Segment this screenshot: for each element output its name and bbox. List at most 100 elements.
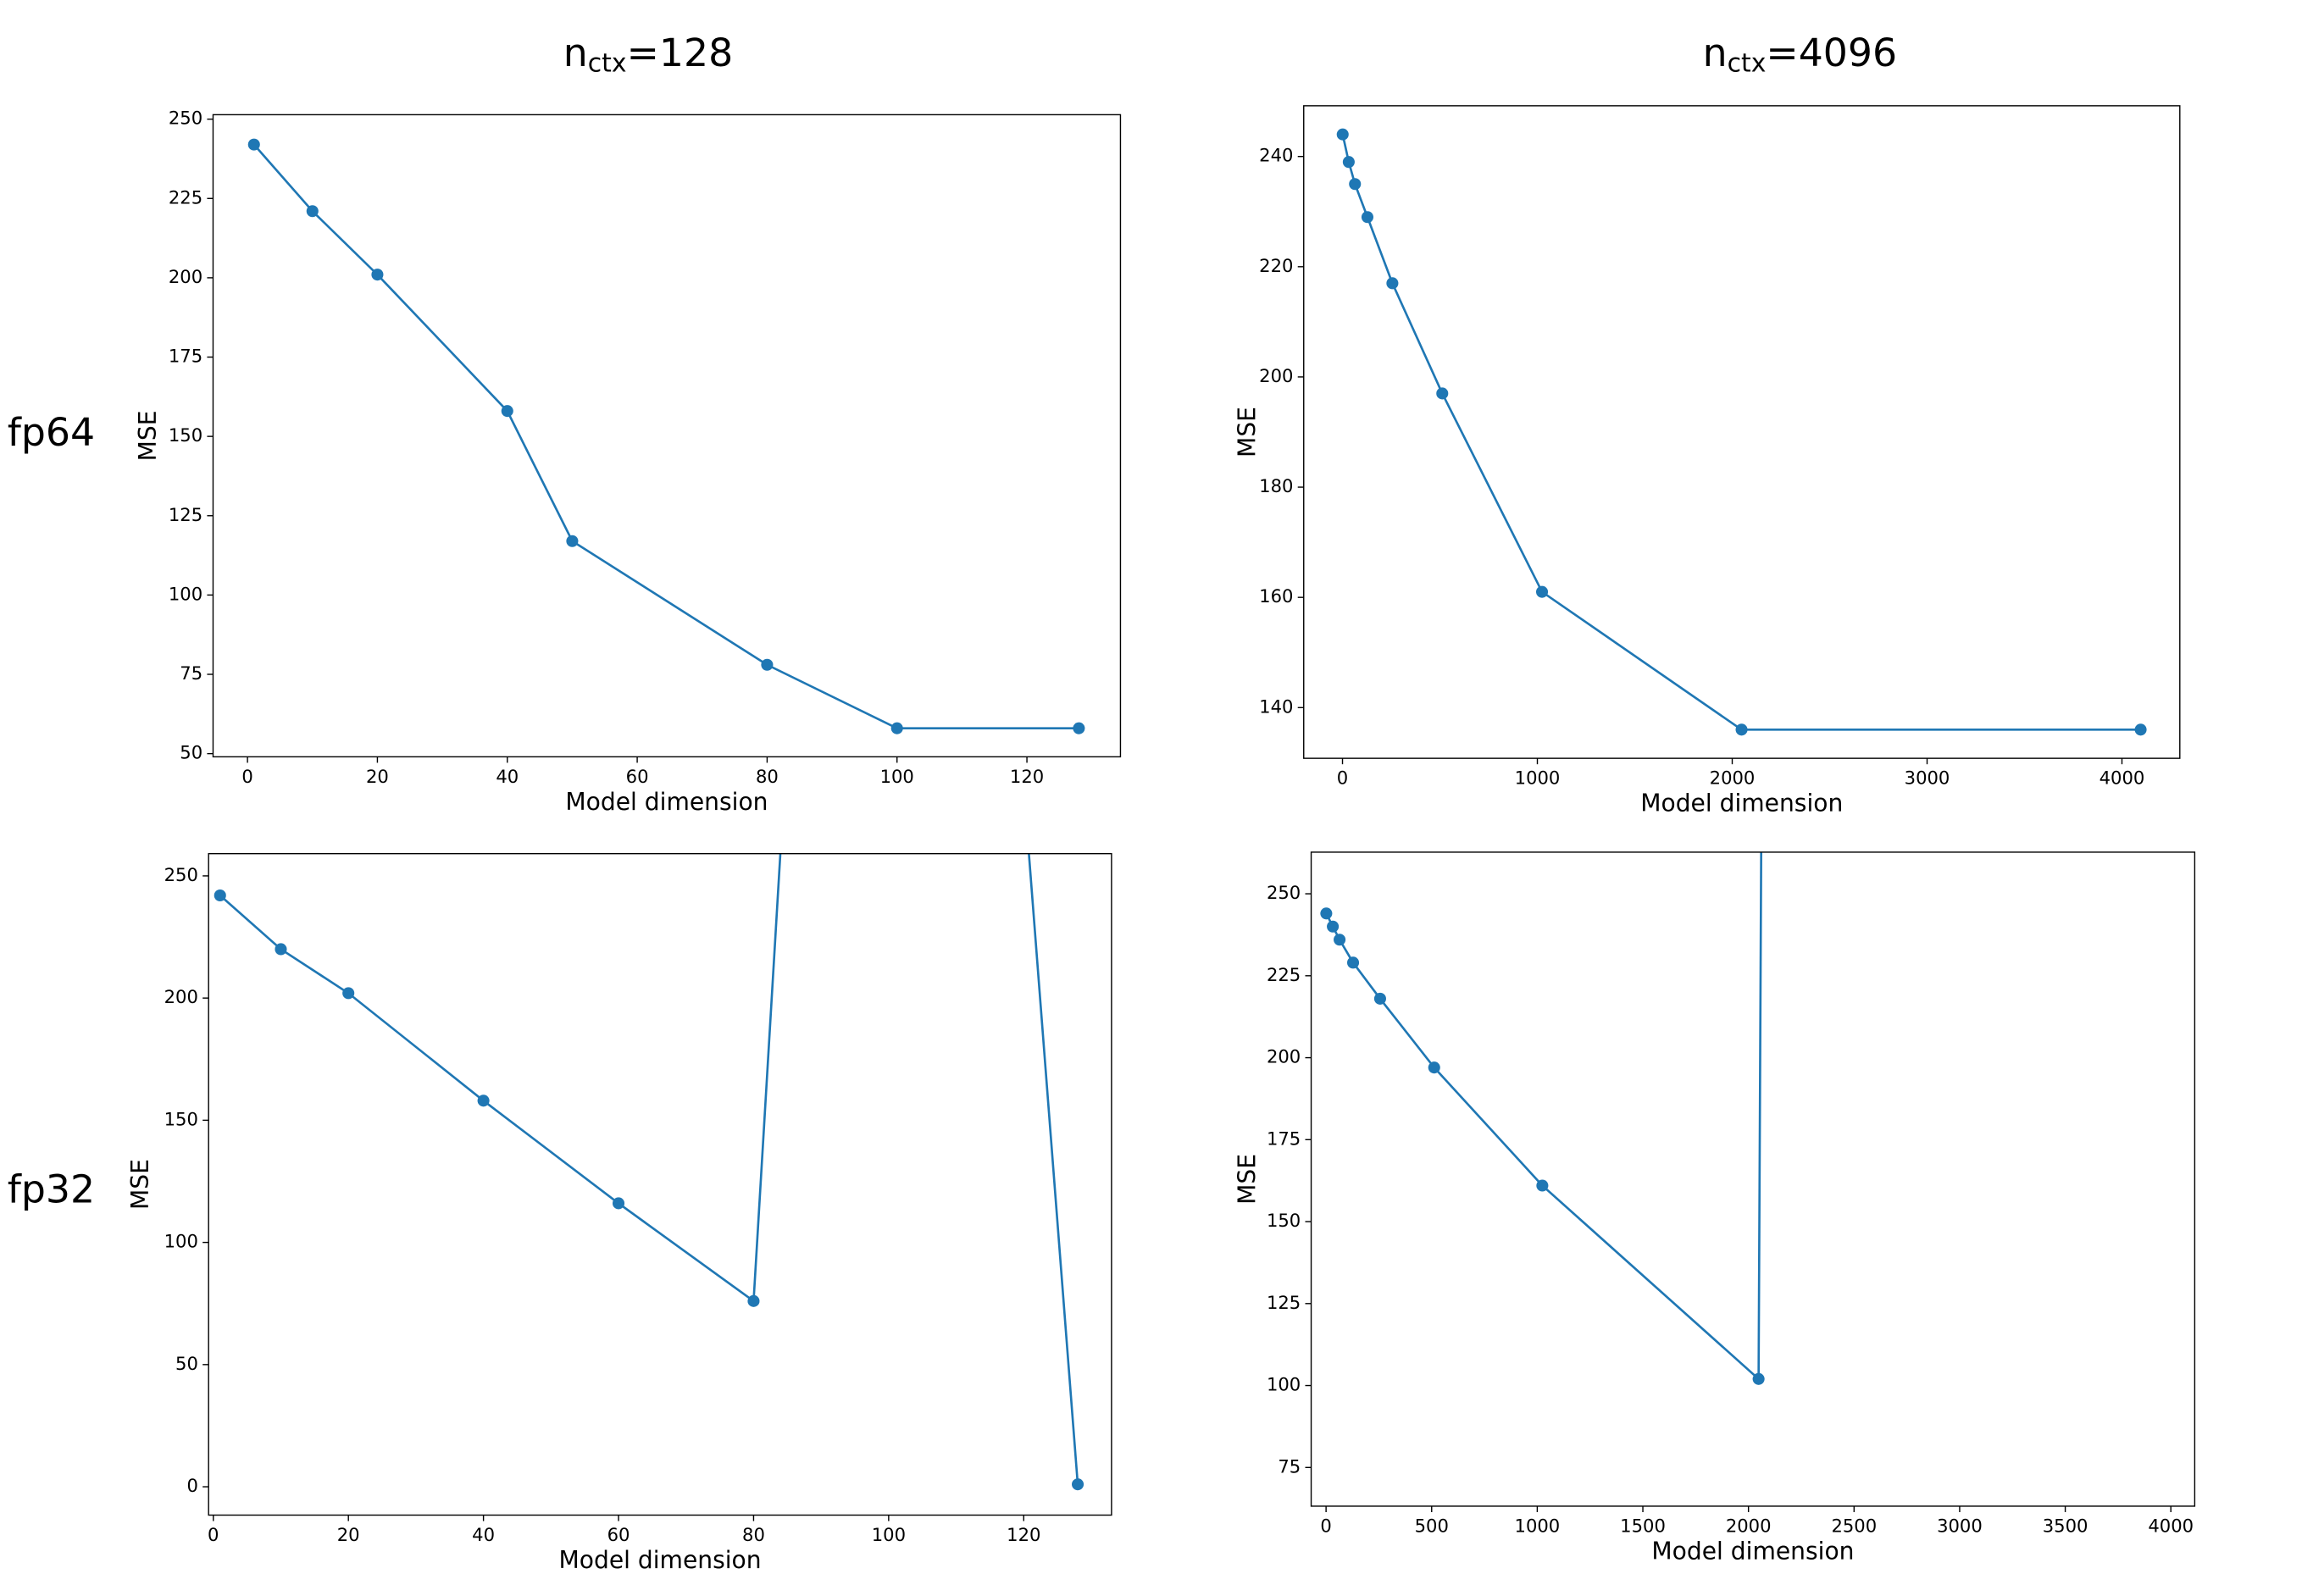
y-tick-label: 0	[186, 1475, 197, 1496]
x-tick-label: 120	[1010, 766, 1044, 787]
marker	[306, 205, 319, 218]
x-axis-label: Model dimension	[1651, 1537, 1854, 1565]
axes-frame	[1303, 105, 2181, 759]
x-tick-label: 0	[241, 766, 252, 787]
marker	[1536, 1179, 1549, 1192]
x-axis-label: Model dimension	[559, 1546, 762, 1574]
column-title: nctx=4096	[1703, 30, 1897, 79]
marker	[1436, 387, 1449, 400]
title-part: n	[1703, 30, 1728, 75]
marker	[477, 1094, 490, 1107]
title-part: =4096	[1766, 30, 1897, 75]
marker	[275, 943, 287, 956]
y-tick-label: 175	[1267, 1128, 1301, 1149]
marker	[1361, 211, 1373, 224]
x-axis-label: Model dimension	[1640, 790, 1843, 817]
x-tick-label: 4000	[2148, 1516, 2194, 1537]
x-tick-label: 2000	[1710, 768, 1756, 789]
x-tick-label: 2500	[1831, 1516, 1877, 1537]
y-axis-label: MSE	[1234, 1154, 1262, 1205]
marker	[1342, 156, 1355, 169]
y-tick-label: 200	[1259, 365, 1293, 386]
marker	[342, 987, 355, 1000]
marker	[1072, 1478, 1084, 1491]
marker	[1752, 1372, 1765, 1385]
row-label: fp64	[8, 410, 95, 455]
y-tick-label: 250	[169, 108, 202, 129]
x-tick-label: 80	[756, 766, 779, 787]
y-tick-label: 150	[169, 424, 202, 446]
marker	[761, 658, 774, 671]
y-tick-label: 50	[180, 742, 202, 763]
y-tick-label: 180	[1259, 475, 1293, 496]
y-tick-label: 125	[169, 504, 202, 525]
x-tick-label: 40	[472, 1524, 495, 1545]
x-tick-label: 80	[742, 1524, 765, 1545]
y-tick-label: 100	[164, 1231, 198, 1252]
y-axis-label: MSE	[1234, 407, 1262, 457]
y-tick-label: 200	[164, 986, 198, 1007]
y-tick-label: 150	[1267, 1210, 1301, 1231]
x-tick-label: 100	[872, 1524, 906, 1545]
title-part: ctx	[588, 48, 627, 78]
x-tick-label: 0	[1337, 768, 1348, 789]
title-part: ctx	[1728, 48, 1767, 78]
x-tick-label: 2000	[1726, 1516, 1772, 1537]
marker	[890, 722, 903, 734]
x-tick-label: 1000	[1515, 768, 1561, 789]
line	[219, 853, 1079, 1485]
plot-area	[1320, 851, 1765, 1385]
y-tick-label: 225	[1267, 964, 1301, 985]
x-tick-label: 1000	[1515, 1516, 1561, 1537]
x-tick-label: 0	[1320, 1516, 1331, 1537]
axes-frame	[212, 114, 1122, 758]
y-tick-label: 100	[1267, 1374, 1301, 1395]
x-tick-label: 3000	[1905, 768, 1950, 789]
marker	[566, 535, 579, 547]
y-tick-label: 250	[164, 864, 198, 885]
marker	[214, 889, 226, 902]
marker	[747, 1294, 760, 1307]
marker	[247, 138, 260, 151]
marker	[371, 269, 384, 281]
y-tick-label: 225	[169, 186, 202, 208]
y-axis-label: MSE	[134, 410, 162, 461]
marker	[1346, 956, 1360, 969]
y-tick-label: 50	[175, 1353, 198, 1374]
y-tick-label: 125	[1267, 1292, 1301, 1313]
axes-frame	[208, 852, 1112, 1516]
marker	[1735, 723, 1748, 736]
y-tick-label: 240	[1259, 145, 1293, 166]
x-tick-label: 3000	[1937, 1516, 1983, 1537]
marker	[1334, 934, 1346, 946]
marker	[1320, 907, 1333, 920]
marker	[1535, 585, 1549, 598]
x-axis-label: Model dimension	[565, 788, 768, 816]
marker	[612, 1197, 625, 1210]
x-tick-label: 100	[880, 766, 914, 787]
plot-area	[214, 853, 1084, 1491]
title-part: n	[563, 30, 588, 75]
column-title: nctx=128	[563, 30, 733, 79]
marker	[1336, 128, 1349, 141]
line	[1341, 134, 2141, 731]
x-tick-label: 60	[607, 1524, 630, 1545]
marker	[501, 405, 513, 418]
x-tick-label: 0	[208, 1524, 219, 1545]
marker	[1073, 722, 1085, 734]
plot-area	[247, 138, 1085, 734]
title-part: =128	[627, 30, 734, 75]
x-tick-label: 1500	[1620, 1516, 1666, 1537]
marker	[1327, 920, 1340, 933]
x-tick-label: 20	[337, 1524, 360, 1545]
line	[1325, 851, 1763, 1382]
y-tick-label: 75	[1278, 1455, 1301, 1477]
y-tick-label: 175	[169, 346, 202, 367]
x-tick-label: 40	[496, 766, 519, 787]
y-tick-label: 150	[164, 1108, 198, 1129]
x-tick-label: 500	[1415, 1516, 1449, 1537]
marker	[1373, 992, 1386, 1005]
y-tick-label: 200	[1267, 1046, 1301, 1067]
